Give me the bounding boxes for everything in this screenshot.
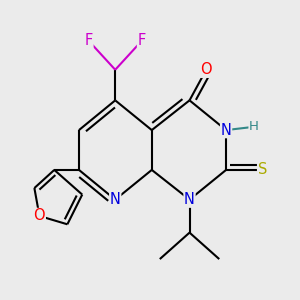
Text: F: F [85,33,93,48]
Text: O: O [200,62,212,77]
Text: O: O [34,208,45,224]
Text: H: H [249,120,259,133]
Text: N: N [221,123,232,138]
Text: S: S [258,162,267,177]
Text: N: N [110,192,121,207]
Text: N: N [184,192,195,207]
Text: F: F [138,33,146,48]
